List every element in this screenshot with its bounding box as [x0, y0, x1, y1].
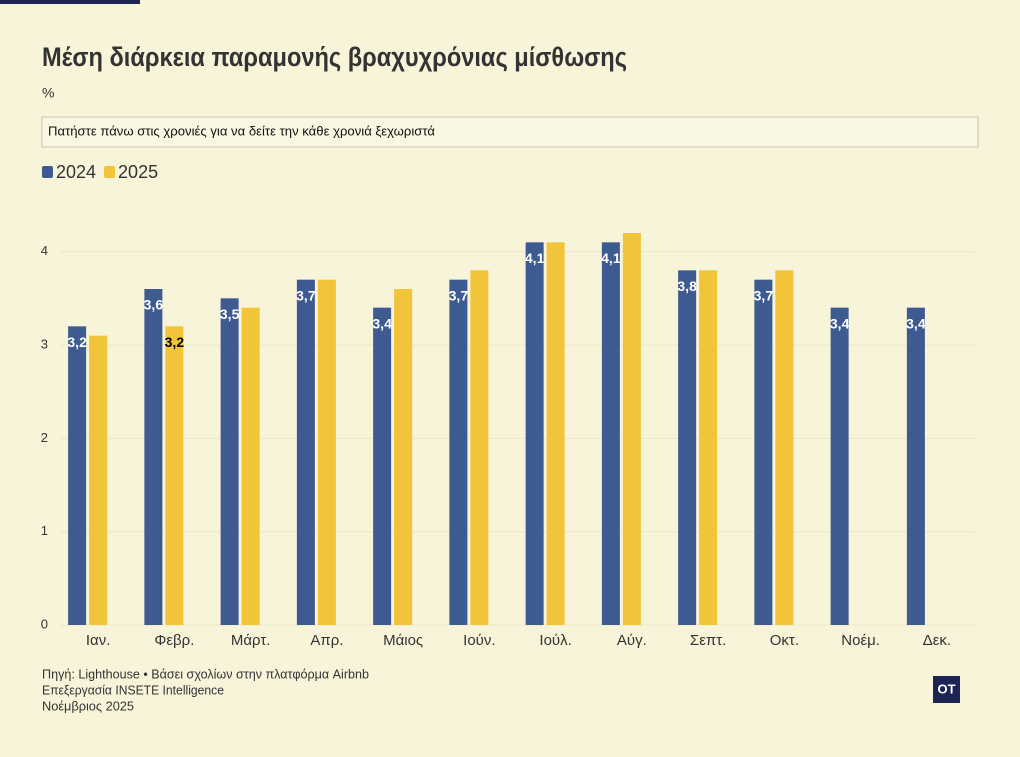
y-tick-label: 4 [41, 243, 48, 258]
logo-text: OT [937, 681, 955, 696]
bar [373, 307, 392, 625]
x-tick-label: Ιούν. [463, 632, 495, 649]
chart-title: Μέση διάρκεια παραμονής βραχυχρόνιας μίσ… [42, 42, 627, 72]
x-tick-label: Σεπτ. [690, 632, 726, 649]
top-bar [0, 0, 140, 4]
x-tick-label: Ιαν. [86, 632, 111, 649]
x-tick-label: Αύγ. [617, 632, 647, 649]
bar [754, 279, 773, 625]
data-label: 3,4 [906, 315, 926, 331]
x-tick-label: Δεκ. [923, 632, 951, 649]
y-tick-label: 2 [41, 430, 48, 445]
bar [470, 270, 489, 625]
bar [601, 242, 620, 626]
bar [296, 279, 315, 625]
instruction-box [41, 116, 979, 148]
y-tick-label: 0 [41, 616, 48, 631]
data-label: 3,6 [144, 297, 164, 313]
source: Νοέμβριος 2025 [42, 698, 134, 713]
x-tick-label: Οκτ. [770, 632, 799, 649]
x-tick-label: Ιούλ. [539, 632, 571, 649]
subtitle: % [42, 85, 54, 101]
x-tick-label: Μάρτ. [231, 632, 271, 649]
data-label: 3,2 [165, 334, 185, 350]
bar [699, 270, 718, 625]
bar [317, 279, 336, 625]
data-label: 3,8 [677, 278, 697, 294]
bar [220, 298, 239, 625]
logo [933, 676, 960, 703]
bar [775, 270, 794, 625]
bar [906, 307, 925, 625]
legend-swatch[interactable] [42, 166, 53, 178]
bar [449, 279, 468, 625]
x-tick-label: Μάιος [383, 632, 423, 649]
legend-label[interactable]: 2024 [56, 162, 96, 182]
data-label: 3,4 [830, 315, 850, 331]
data-label: 3,7 [449, 287, 469, 303]
bar [89, 335, 108, 625]
instruction: Πατήστε πάνω στις χρονιές για να δείτε τ… [48, 123, 435, 138]
data-label: 3,7 [754, 287, 774, 303]
data-label: 3,7 [296, 287, 316, 303]
y-tick-label: 3 [41, 336, 48, 351]
bar [546, 242, 565, 626]
x-tick-label: Νοέμ. [841, 632, 880, 649]
source: Επεξεργασία INSETE Intelligence [42, 682, 224, 697]
bar [525, 242, 544, 626]
bar [165, 326, 184, 625]
data-label: 3,5 [220, 306, 240, 322]
legend-swatch[interactable] [104, 166, 116, 178]
bar [144, 289, 163, 625]
x-tick-label: Φεβρ. [154, 632, 194, 649]
x-tick-label: Απρ. [310, 632, 343, 649]
data-label: 4,1 [525, 250, 545, 266]
data-label: 3,4 [372, 315, 392, 331]
bar [678, 270, 697, 625]
y-tick-label: 1 [41, 523, 48, 538]
bar [394, 289, 413, 625]
source: Πηγή: Lighthouse • Βάσει σχολίων στην πλ… [42, 666, 369, 681]
legend-label[interactable]: 2025 [118, 162, 158, 182]
bar [830, 307, 849, 625]
bar [622, 233, 641, 625]
bar [241, 307, 260, 625]
bar [68, 326, 87, 625]
data-label: 4,1 [601, 250, 621, 266]
data-label: 3,2 [67, 334, 87, 350]
